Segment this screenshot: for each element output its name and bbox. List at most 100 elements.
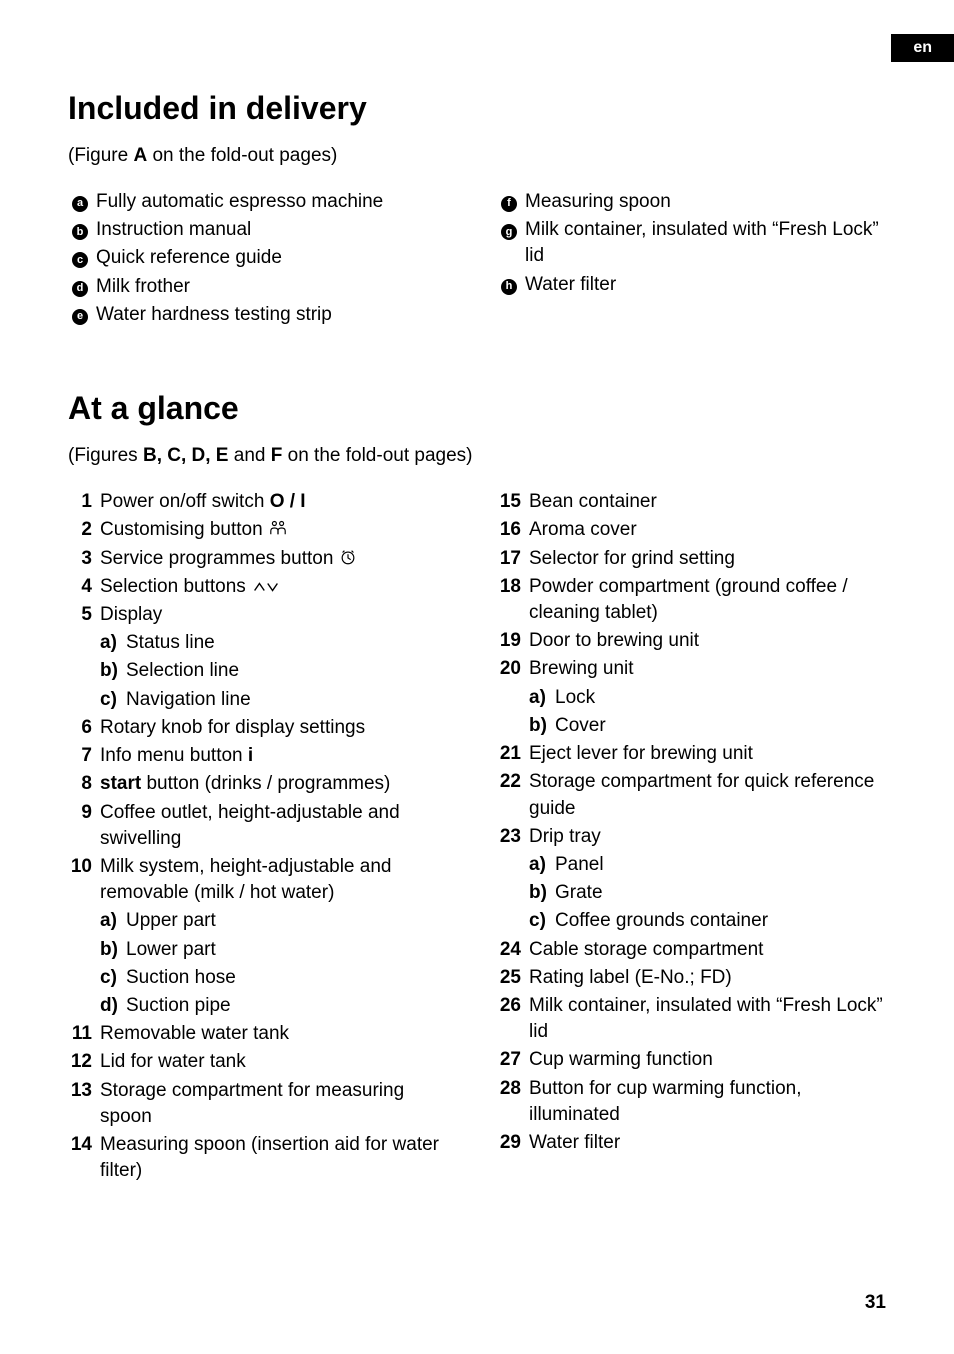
num-marker: 1 — [68, 489, 100, 515]
circle-marker: f — [497, 189, 525, 215]
num-marker: 20 — [497, 656, 529, 682]
spacer — [497, 713, 529, 739]
item-text: Water filter — [525, 272, 886, 298]
circle-marker: g — [497, 217, 525, 269]
section1-col-right: fMeasuring spoongMilk container, insulat… — [497, 189, 886, 330]
page-number: 31 — [865, 1292, 886, 1314]
item-text: Cable storage compartment — [529, 937, 886, 963]
list-item: 20Brewing unit — [497, 656, 886, 682]
list-item: gMilk container, insulated with “Fresh L… — [497, 217, 886, 269]
num-marker: 2 — [68, 517, 100, 543]
spacer — [497, 685, 529, 711]
num-marker: 11 — [68, 1021, 100, 1047]
circle-marker: e — [68, 302, 96, 328]
list-item: aFully automatic espresso machine — [68, 189, 457, 215]
item-text: Storage compartment for measuring spoon — [100, 1078, 457, 1130]
circle-marker: b — [68, 217, 96, 243]
list-item: 4Selection buttons — [68, 574, 457, 600]
item-text: start button (drinks / programmes) — [100, 771, 457, 797]
section1-col-left: aFully automatic espresso machinebInstru… — [68, 189, 457, 330]
sub-item: c)Coffee grounds container — [497, 908, 886, 934]
sub-text: c)Navigation line — [100, 687, 457, 713]
list-item: 11Removable water tank — [68, 1021, 457, 1047]
list-item: 17Selector for grind setting — [497, 546, 886, 572]
spacer — [497, 880, 529, 906]
sub-text: b)Selection line — [100, 658, 457, 684]
list-item: 5Display — [68, 602, 457, 628]
num-marker: 9 — [68, 800, 100, 852]
item-text: Fully automatic espresso machine — [96, 189, 457, 215]
sub-text: b)Lower part — [100, 937, 457, 963]
sub-text: b)Grate — [529, 880, 886, 906]
figref-pre: (Figure — [68, 145, 133, 166]
sub-item: c)Suction hose — [68, 965, 457, 991]
list-item: bInstruction manual — [68, 217, 457, 243]
spacer — [68, 630, 100, 656]
sub-item: a)Lock — [497, 685, 886, 711]
sub-text: a)Lock — [529, 685, 886, 711]
spacer — [497, 852, 529, 878]
num-marker: 28 — [497, 1076, 529, 1128]
language-tab: en — [891, 34, 954, 62]
section2-col-left: 1Power on/off switch O / I2Customising b… — [68, 489, 457, 1186]
section1-title: Included in delivery — [68, 90, 886, 127]
item-text: Eject lever for brewing unit — [529, 741, 886, 767]
sub-item: c)Navigation line — [68, 687, 457, 713]
list-item: 1Power on/off switch O / I — [68, 489, 457, 515]
num-marker: 24 — [497, 937, 529, 963]
sub-text: a)Status line — [100, 630, 457, 656]
num-marker: 17 — [497, 546, 529, 572]
sub-item: a)Upper part — [68, 908, 457, 934]
section2-figref: (Figures B, C, D, E and F on the fold-ou… — [68, 445, 886, 467]
clock-icon — [339, 548, 357, 566]
list-item: eWater hardness testing strip — [68, 302, 457, 328]
sub-text: a)Panel — [529, 852, 886, 878]
num-marker: 3 — [68, 546, 100, 572]
circle-marker: d — [68, 274, 96, 300]
list-item: 6Rotary knob for display settings — [68, 715, 457, 741]
list-item: 2Customising button — [68, 517, 457, 543]
item-text: Lid for water tank — [100, 1049, 457, 1075]
list-item: 7Info menu button i — [68, 743, 457, 769]
item-text: Milk container, insulated with “Fresh Lo… — [525, 217, 886, 269]
list-item: 18Powder compartment (ground coffee / cl… — [497, 574, 886, 626]
list-item: 21Eject lever for brewing unit — [497, 741, 886, 767]
item-text: Instruction manual — [96, 217, 457, 243]
sub-text: c)Coffee grounds container — [529, 908, 886, 934]
figref-bold: A — [133, 145, 147, 166]
item-text: Measuring spoon — [525, 189, 886, 215]
figref-post: on the fold-out pages) — [147, 145, 337, 166]
circle-marker: h — [497, 272, 525, 298]
item-text: Cup warming function — [529, 1047, 886, 1073]
item-text: Powder compartment (ground coffee / clea… — [529, 574, 886, 626]
list-item: 10Milk system, height-adjustable and rem… — [68, 854, 457, 906]
figref-bold: F — [271, 445, 283, 466]
item-text: Milk frother — [96, 274, 457, 300]
list-item: 15Bean container — [497, 489, 886, 515]
list-item: 3Service programmes button — [68, 546, 457, 572]
num-marker: 18 — [497, 574, 529, 626]
num-marker: 25 — [497, 965, 529, 991]
num-marker: 29 — [497, 1130, 529, 1156]
item-text: Selection buttons — [100, 574, 457, 600]
item-text: Selector for grind setting — [529, 546, 886, 572]
list-item: 12Lid for water tank — [68, 1049, 457, 1075]
spacer — [68, 658, 100, 684]
list-item: dMilk frother — [68, 274, 457, 300]
item-text: Removable water tank — [100, 1021, 457, 1047]
item-text: Power on/off switch O / I — [100, 489, 457, 515]
num-marker: 26 — [497, 993, 529, 1045]
list-item: 29Water filter — [497, 1130, 886, 1156]
item-text: Customising button — [100, 517, 457, 543]
list-item: 13Storage compartment for measuring spoo… — [68, 1078, 457, 1130]
section2-col-right: 15Bean container16Aroma cover17Selector … — [497, 489, 886, 1186]
list-item: cQuick reference guide — [68, 245, 457, 271]
figref-pre: (Figures — [68, 445, 143, 466]
sub-item: b)Lower part — [68, 937, 457, 963]
item-text: Service programmes button — [100, 546, 457, 572]
list-item: 27Cup warming function — [497, 1047, 886, 1073]
item-text: Storage compartment for quick reference … — [529, 769, 886, 821]
num-marker: 19 — [497, 628, 529, 654]
num-marker: 16 — [497, 517, 529, 543]
num-marker: 7 — [68, 743, 100, 769]
